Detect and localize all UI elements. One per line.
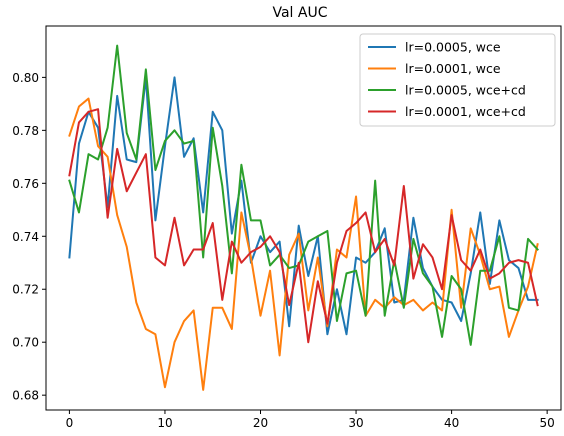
legend-label-3: lr=0.0005, wce+cd	[405, 83, 526, 98]
x-tick-label: 10	[157, 416, 172, 430]
x-tick-label: 40	[444, 416, 459, 430]
legend: lr=0.0005, wce lr=0.0001, wce lr=0.0005, w…	[359, 33, 556, 127]
y-tick-label: 0.74	[12, 230, 39, 244]
legend-label-4: lr=0.0001, wce+cd	[405, 104, 526, 119]
series-layer	[68, 44, 540, 391]
x-tick-label: 50	[540, 416, 555, 430]
chart-title: Val AUC	[272, 5, 327, 21]
y-tick-label: 0.70	[12, 336, 39, 350]
x-tick-label: 20	[253, 416, 268, 430]
y-tick-label: 0.78	[12, 124, 39, 138]
series-line-3	[68, 44, 540, 346]
axes-layer: 0 10 20 30 40 50 0.68 0.70 0.72 0.74 0.76 0.78 0.80	[12, 25, 562, 430]
legend-label-1: lr=0.0005, wce	[405, 40, 501, 55]
axes-frame	[45, 25, 562, 411]
legend-box	[359, 33, 556, 127]
y-tick-label: 0.68	[12, 389, 39, 403]
y-tick-label: 0.72	[12, 283, 39, 297]
x-tick-label: 30	[348, 416, 363, 430]
series-line-4	[68, 108, 539, 344]
y-tick-label: 0.76	[12, 177, 39, 191]
x-tick-label: 0	[66, 416, 74, 430]
series-line-2	[68, 97, 539, 391]
y-tick-label: 0.80	[12, 71, 39, 85]
legend-label-2: lr=0.0001, wce	[405, 61, 501, 76]
